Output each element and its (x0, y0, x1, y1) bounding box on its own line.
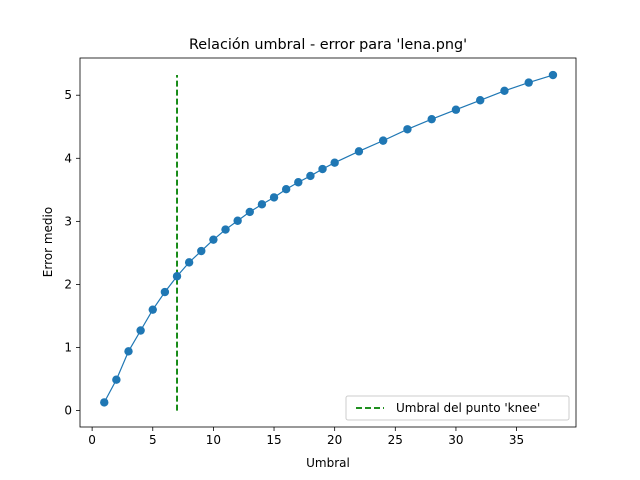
legend: Umbral del punto 'knee' (345, 395, 570, 421)
data-point (221, 225, 230, 234)
x-tick-label: 30 (448, 433, 463, 447)
y-tick-label: 1 (64, 341, 72, 355)
data-point (294, 178, 303, 187)
x-tick-label: 35 (509, 433, 524, 447)
data-point (475, 96, 485, 105)
data-point (124, 347, 133, 356)
data-point (500, 86, 509, 96)
data-point (451, 105, 461, 114)
data-point (160, 287, 170, 297)
data-point (427, 114, 436, 124)
x-tick-label: 0 (88, 433, 96, 447)
data-point (100, 398, 109, 407)
plot-area (100, 70, 558, 411)
x-tick-label: 25 (388, 433, 403, 447)
y-tick-label: 2 (64, 277, 72, 291)
data-point (524, 78, 533, 87)
x-axis-label: Umbral (306, 456, 350, 470)
y-tick-label: 3 (64, 214, 72, 228)
x-tick-label: 15 (266, 433, 281, 447)
y-tick-label: 4 (64, 151, 72, 165)
x-tick-label: 20 (327, 433, 342, 447)
data-point (548, 70, 558, 80)
x-tick-label: 10 (206, 433, 221, 447)
data-point (245, 207, 254, 217)
legend-box (345, 395, 570, 421)
data-point (354, 147, 364, 156)
data-point (403, 125, 412, 134)
data-point (233, 216, 242, 225)
data-point (318, 164, 327, 174)
y-axis-label: Error medio (41, 207, 55, 277)
data-point (172, 272, 182, 281)
y-tick-label: 5 (64, 88, 72, 102)
data-point (378, 136, 388, 145)
data-point (184, 258, 194, 267)
data-point (148, 305, 157, 314)
axes: 0 5 10 15 20 25 30 35 0 1 2 3 4 5 (64, 88, 524, 447)
legend-knee-label: Umbral del punto 'knee' (396, 401, 540, 415)
chart-title: Relación umbral - error para 'lena.png' (189, 37, 467, 53)
data-point (112, 375, 121, 384)
x-tick-label: 5 (149, 433, 157, 447)
data-point (136, 326, 145, 335)
data-point (281, 185, 291, 194)
data-point (209, 235, 218, 244)
data-point (306, 171, 315, 181)
data-point (257, 200, 267, 209)
data-point (269, 193, 279, 202)
data-point (330, 158, 339, 167)
data-point (197, 246, 206, 256)
y-tick-label: 0 (64, 404, 72, 418)
axes-frame (79, 57, 577, 428)
